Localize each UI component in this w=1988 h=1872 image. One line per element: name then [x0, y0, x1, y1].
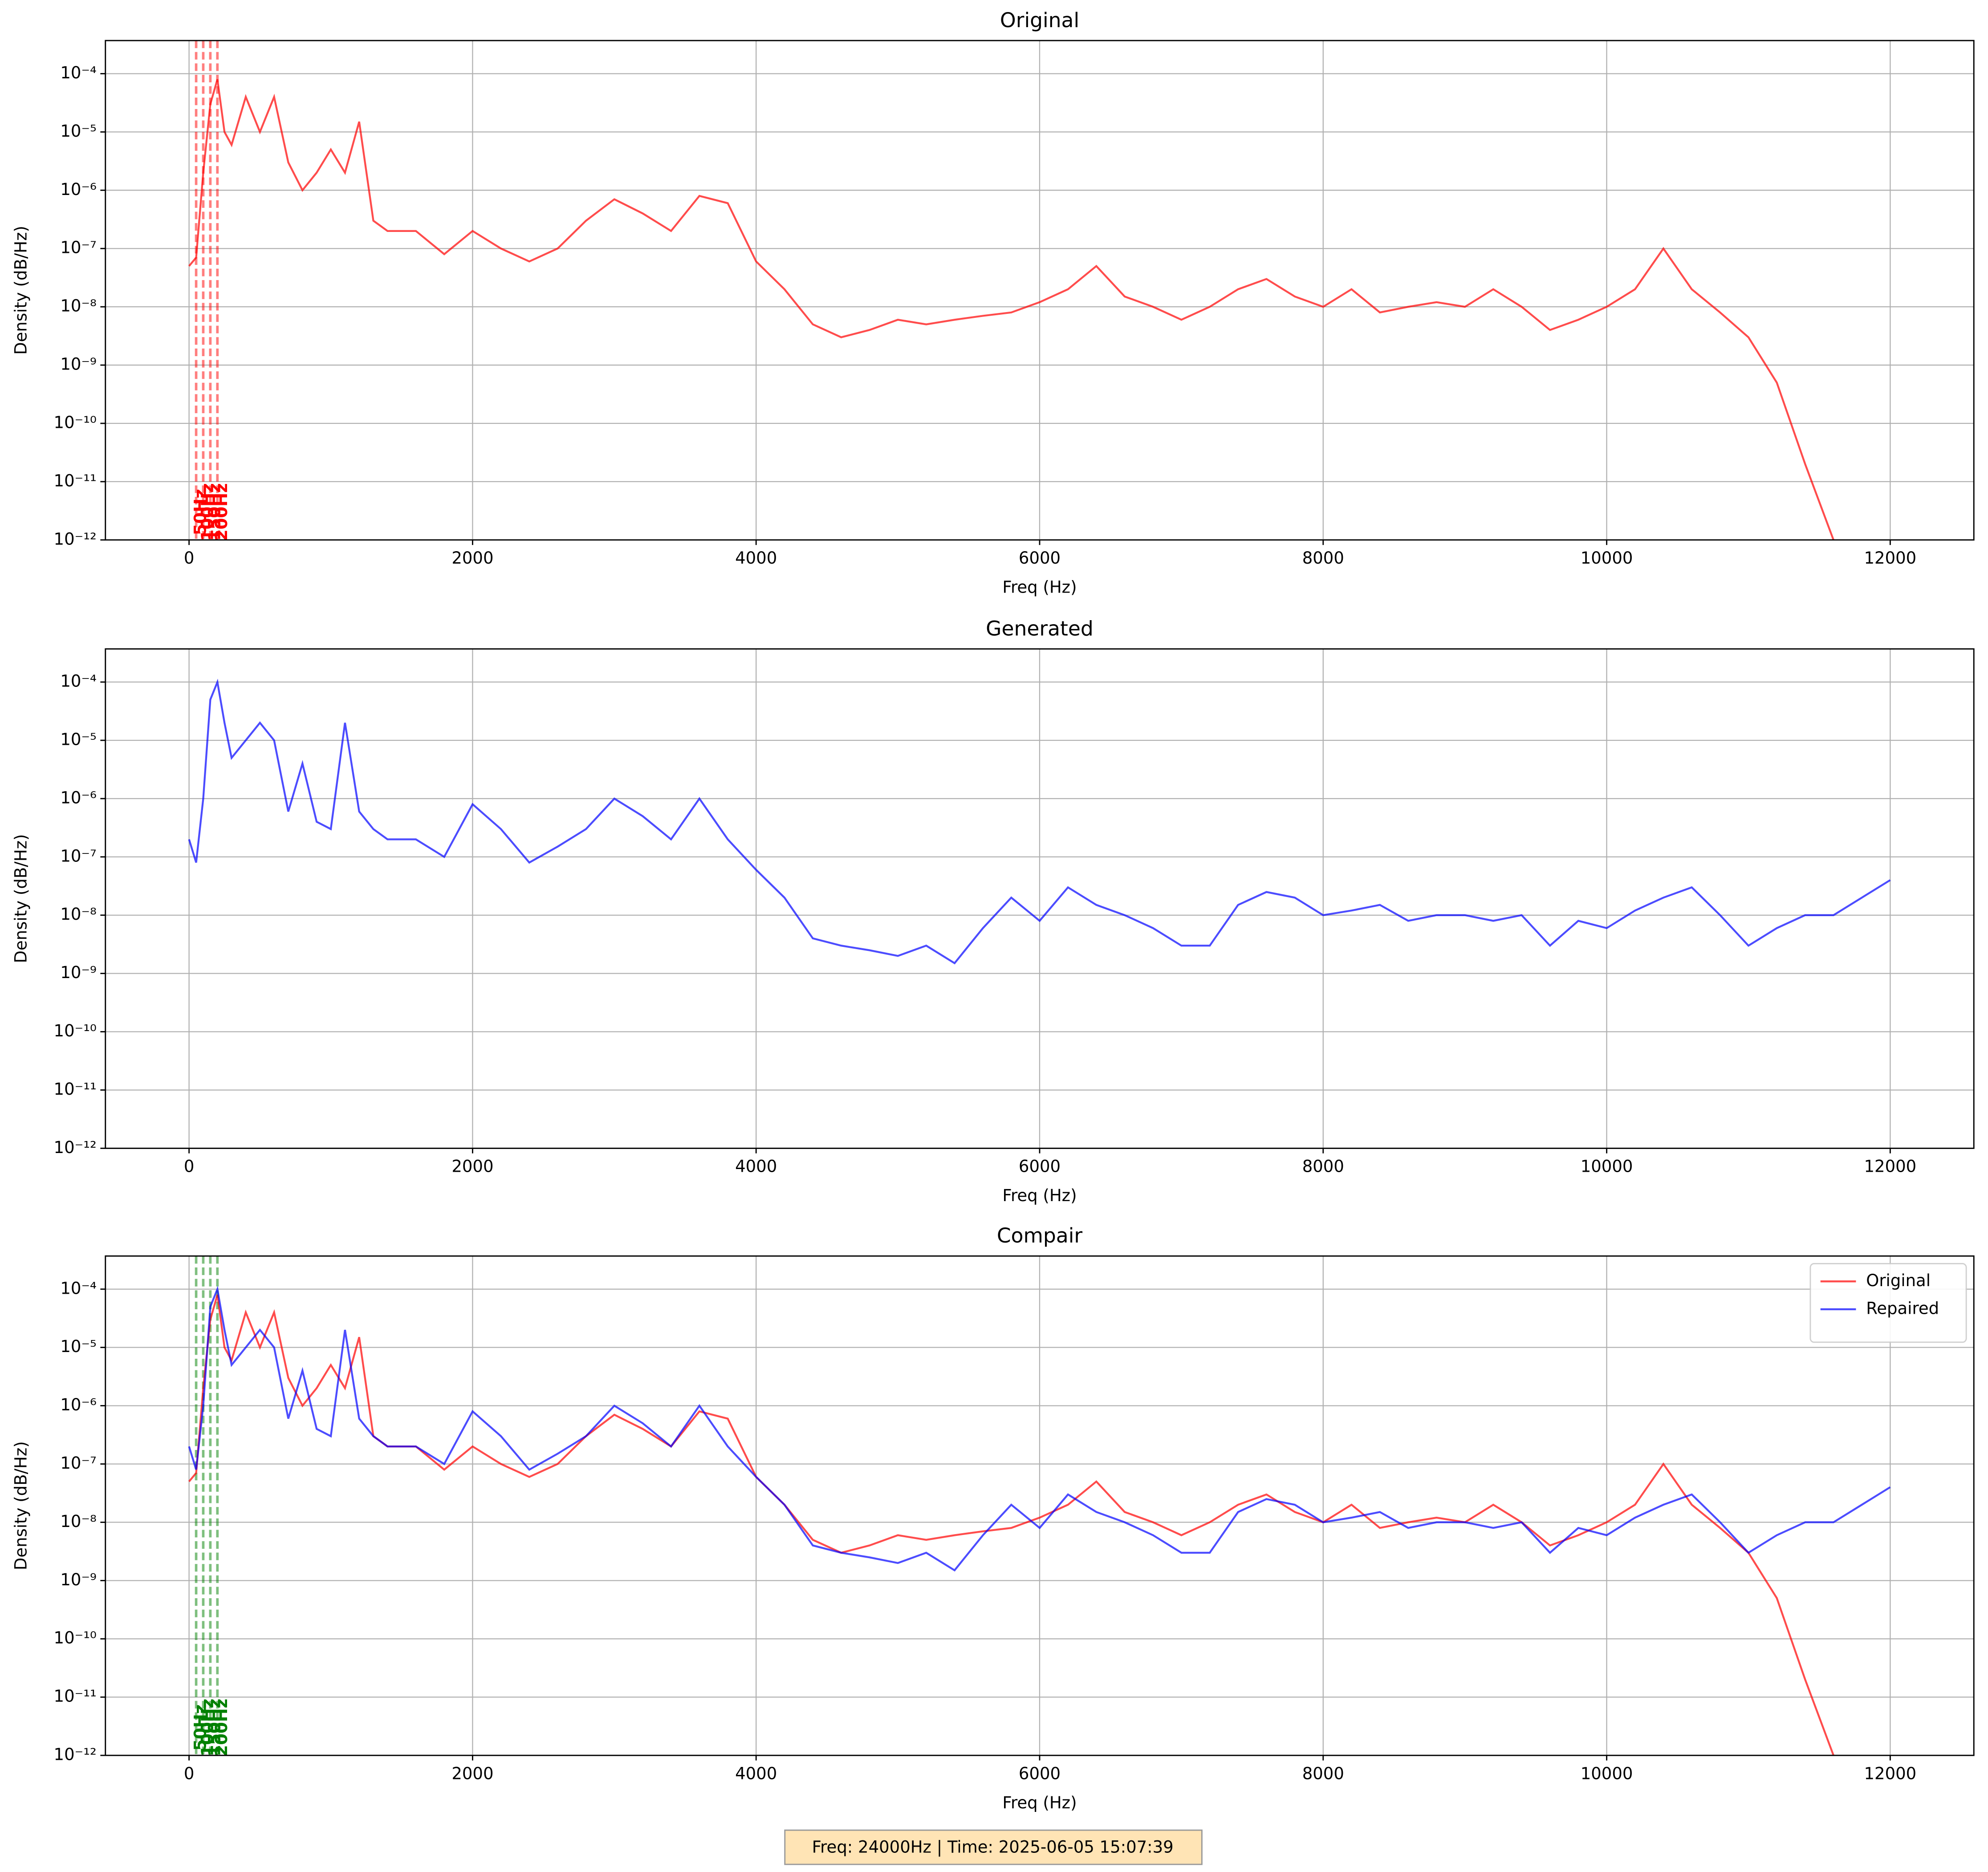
y-tick-label: 10⁻⁵	[60, 1337, 96, 1356]
axes-frame	[105, 40, 1975, 541]
axes-frame	[105, 648, 1975, 1149]
y-tick-label: 10⁻¹⁰	[54, 413, 97, 432]
y-tick-label: 10⁻¹²	[54, 529, 97, 548]
y-tick-label: 10⁻⁷	[60, 846, 96, 865]
y-tick-label: 10⁻⁹	[60, 1570, 96, 1589]
x-tick-label: 6000	[1019, 1764, 1061, 1783]
x-tick-label: 4000	[735, 1764, 777, 1783]
marker-label: 150Hz	[205, 483, 224, 541]
y-tick-label: 10⁻¹²	[54, 1745, 97, 1764]
footer-box	[784, 1829, 1203, 1865]
plot-area	[188, 41, 1835, 540]
x-tick-label: 6000	[1019, 548, 1061, 568]
x-tick-label: 12000	[1864, 548, 1917, 568]
y-tick-label: 10⁻¹⁰	[54, 1021, 97, 1040]
legend-box	[1809, 1263, 1967, 1343]
y-tick-label: 10⁻⁴	[60, 63, 96, 82]
y-tick-label: 10⁻¹¹	[54, 1080, 97, 1099]
y-axis-label: Density (dB/Hz)	[11, 834, 30, 963]
x-axis-label: Freq (Hz)	[1002, 1186, 1077, 1205]
y-tick-label: 10⁻¹¹	[54, 1687, 97, 1706]
y-tick-label: 10⁻⁹	[60, 963, 96, 982]
x-tick-label: 8000	[1302, 1157, 1344, 1176]
chart: Original Freq (Hz) Density (dB/Hz) 0 2000 400…	[11, 8, 1975, 597]
legend-label: Repaired	[1866, 1299, 1939, 1318]
x-tick-label: 12000	[1864, 1764, 1917, 1783]
chart-title: Original	[1000, 8, 1079, 32]
marker-label: 200Hz	[212, 483, 231, 541]
x-tick-label: 0	[184, 1157, 195, 1176]
footer-text: Freq: 24000Hz | Time: 2025-06-05 15:07:3…	[812, 1837, 1174, 1856]
x-tick-label: 4000	[735, 548, 777, 568]
axes-frame	[105, 1255, 1975, 1756]
x-tick-label: 6000	[1019, 1157, 1061, 1176]
legend-label: Original	[1866, 1271, 1931, 1290]
chart-title: Generated	[986, 617, 1094, 640]
marker-label: 100Hz	[198, 1699, 217, 1757]
chart: Generated Freq (Hz) Density (dB/Hz) 0 2000 40…	[11, 617, 1975, 1205]
series-line	[188, 79, 1835, 540]
y-axis-label: Density (dB/Hz)	[11, 226, 30, 355]
marker-label: 100Hz	[198, 483, 217, 541]
y-tick-label: 10⁻⁹	[60, 355, 96, 374]
x-tick-label: 8000	[1302, 548, 1344, 568]
y-tick-label: 10⁻¹¹	[54, 471, 97, 490]
x-tick-label: 2000	[451, 1764, 493, 1783]
y-tick-label: 10⁻⁸	[60, 296, 96, 316]
x-tick-label: 10000	[1581, 1764, 1633, 1783]
marker-label: 50Hz	[191, 1704, 210, 1750]
series-line	[188, 678, 1891, 965]
y-axis-label: Density (dB/Hz)	[11, 1441, 30, 1570]
x-tick-label: 0	[184, 548, 195, 568]
x-tick-label: 12000	[1864, 1157, 1917, 1176]
chart: Compair Freq (Hz) Density (dB/Hz) 0 2000 4000…	[11, 1224, 1975, 1812]
x-tick-label: 4000	[735, 1157, 777, 1176]
y-tick-label: 10⁻¹²	[54, 1138, 97, 1157]
x-tick-label: 10000	[1581, 548, 1633, 568]
y-tick-label: 10⁻⁸	[60, 905, 96, 924]
y-tick-label: 10⁻⁴	[60, 1279, 96, 1298]
x-tick-label: 2000	[451, 548, 493, 568]
x-axis-label: Freq (Hz)	[1002, 578, 1077, 597]
x-tick-label: 0	[184, 1764, 195, 1783]
y-tick-label: 10⁻⁶	[60, 180, 96, 199]
x-tick-label: 10000	[1581, 1157, 1633, 1176]
x-axis-label: Freq (Hz)	[1002, 1793, 1077, 1812]
plot-area	[188, 678, 1891, 965]
y-tick-label: 10⁻¹⁰	[54, 1628, 97, 1648]
y-tick-label: 10⁻⁵	[60, 122, 96, 141]
x-tick-label: 8000	[1302, 1764, 1344, 1783]
x-tick-label: 2000	[451, 1157, 493, 1176]
series-line	[188, 1286, 1891, 1572]
marker-label: 50Hz	[191, 489, 210, 535]
y-tick-label: 10⁻⁷	[60, 1454, 96, 1473]
series-line	[188, 1294, 1835, 1756]
marker-label: 150Hz	[205, 1699, 224, 1757]
chart-title: Compair	[997, 1224, 1083, 1247]
y-tick-label: 10⁻⁵	[60, 730, 96, 749]
y-tick-label: 10⁻⁸	[60, 1512, 96, 1531]
y-tick-label: 10⁻⁶	[60, 788, 96, 807]
y-tick-label: 10⁻⁷	[60, 238, 96, 257]
y-tick-label: 10⁻⁴	[60, 672, 96, 691]
plot-area	[188, 1256, 1891, 1756]
y-tick-label: 10⁻⁶	[60, 1395, 96, 1414]
marker-label: 200Hz	[212, 1699, 231, 1757]
